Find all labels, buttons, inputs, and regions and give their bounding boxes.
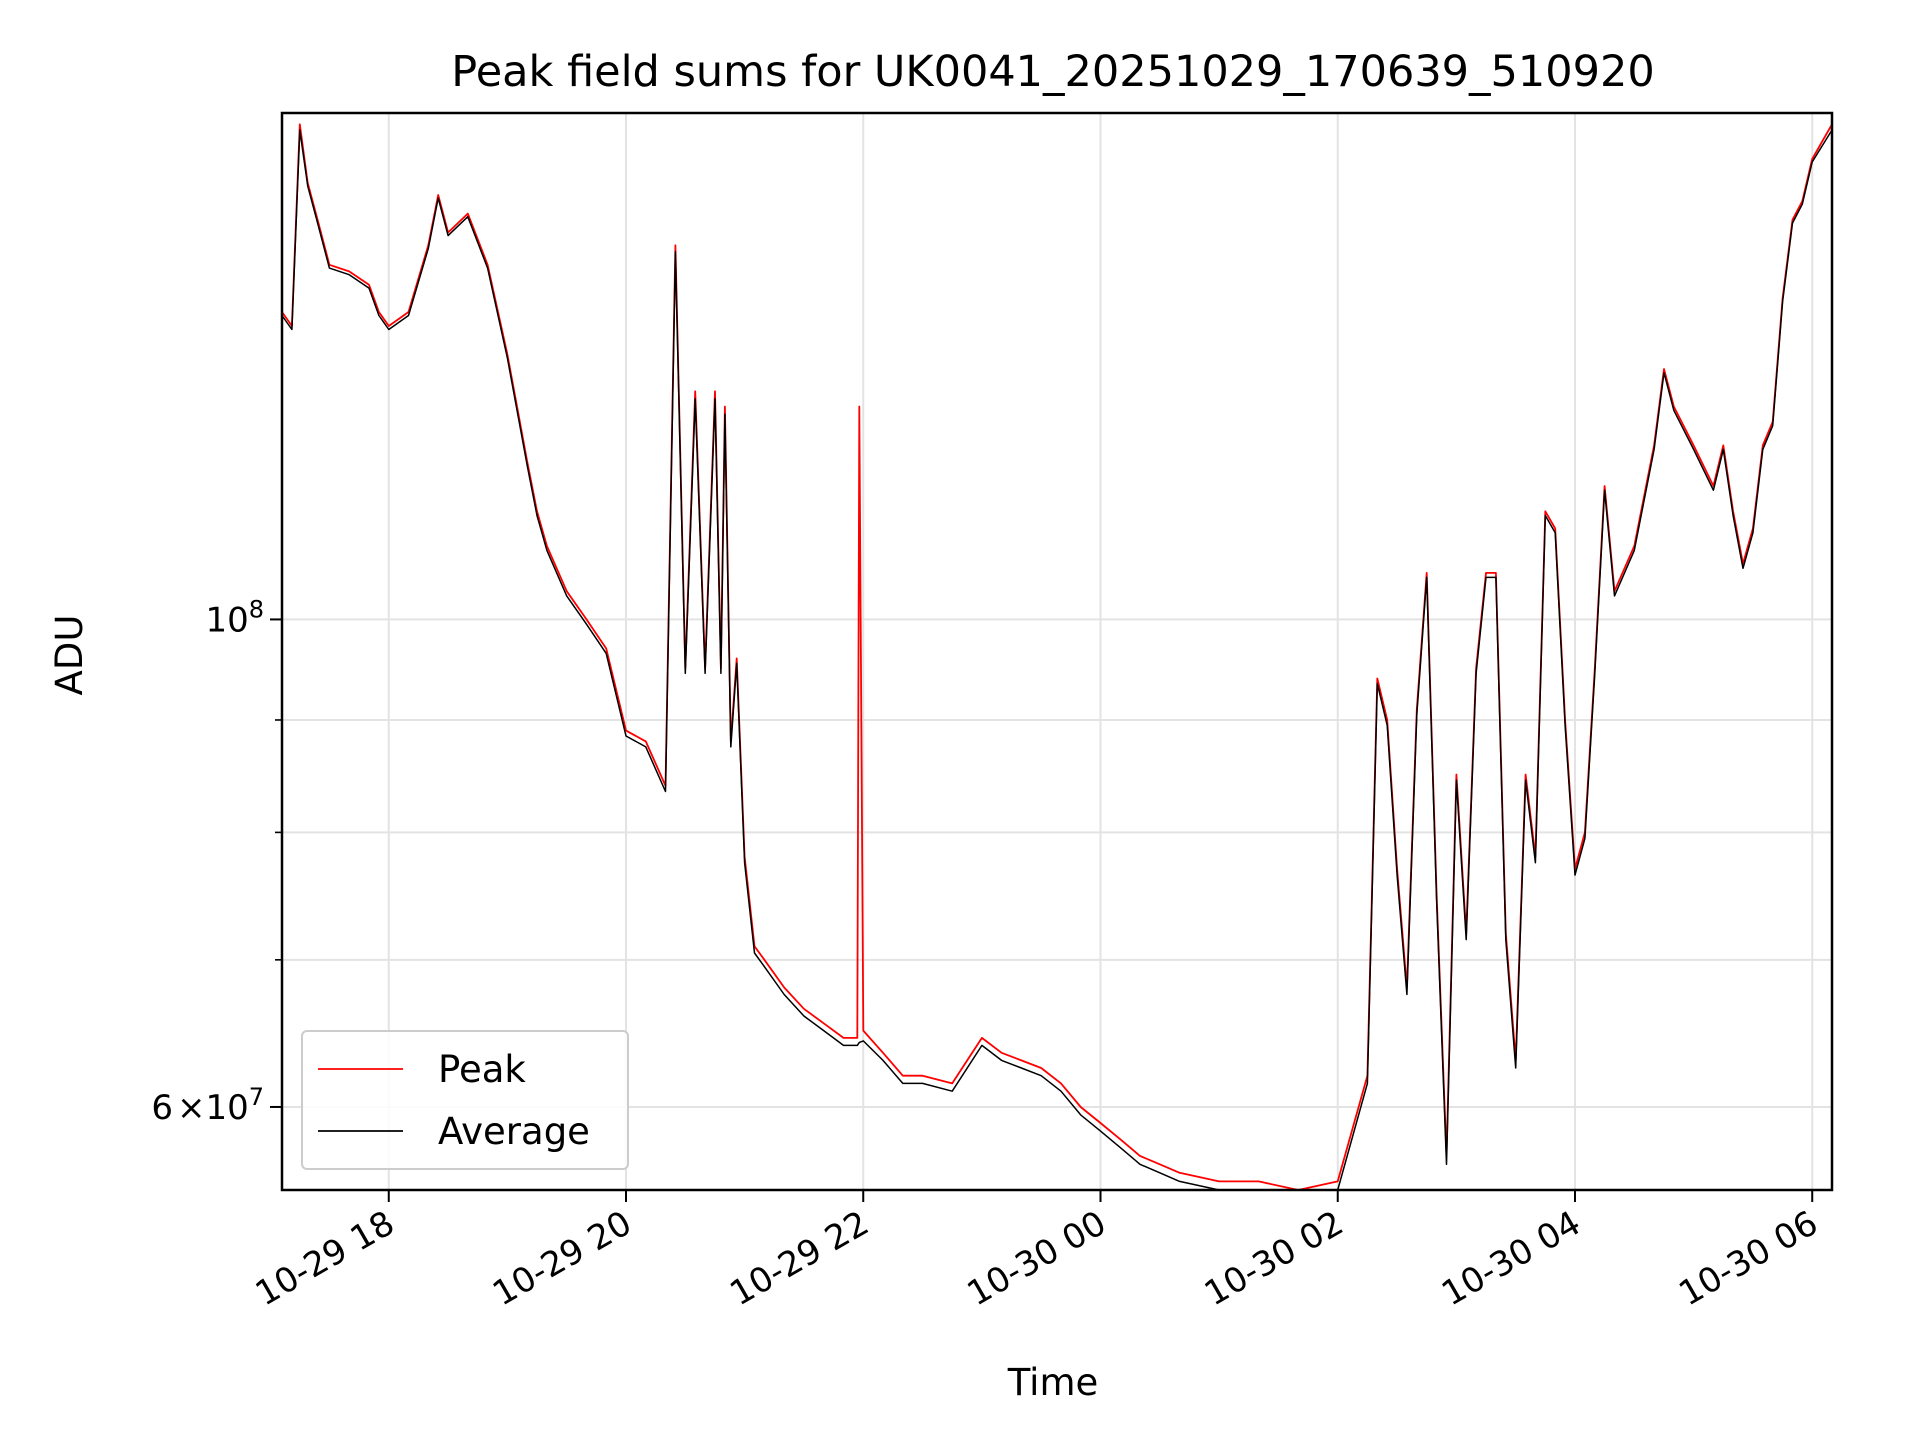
y-tick-exponent: 7 bbox=[249, 1083, 264, 1111]
y-tick-base: 10 bbox=[205, 1088, 248, 1128]
legend-box bbox=[301, 1030, 629, 1170]
y-tick-times: × bbox=[177, 1088, 206, 1128]
legend-label-peak: Peak bbox=[438, 1048, 526, 1091]
plot-frame bbox=[280, 111, 1834, 1192]
legend: Peak Average bbox=[301, 1030, 629, 1170]
x-axis-label: Time bbox=[1007, 1361, 1099, 1404]
y-tick-label: 6 ×107 bbox=[151, 1083, 264, 1128]
y-tick-base: 10 bbox=[205, 600, 248, 640]
y-tick-mantissa: 6 bbox=[151, 1088, 173, 1128]
y-tick-label: 108 bbox=[205, 595, 264, 640]
chart-title: Peak field sums for UK0041_20251029_1706… bbox=[451, 47, 1654, 97]
series-line-average bbox=[282, 129, 1832, 1190]
y-axis-label: ADU bbox=[48, 615, 91, 696]
legend-label-average: Average bbox=[438, 1110, 590, 1153]
y-tick-exponent: 8 bbox=[249, 595, 264, 623]
series-layer bbox=[282, 123, 1832, 1190]
grid bbox=[282, 113, 1832, 1190]
